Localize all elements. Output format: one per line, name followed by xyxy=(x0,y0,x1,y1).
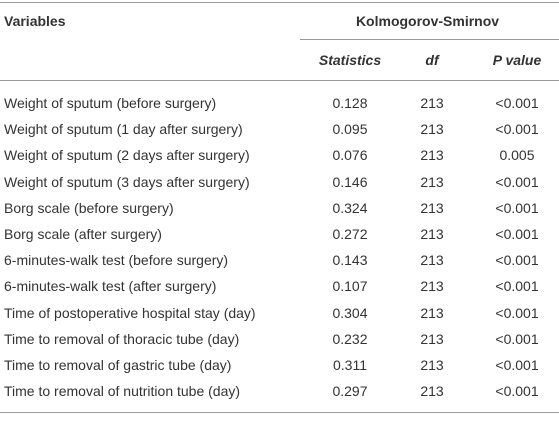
cell: 213 xyxy=(420,330,444,347)
row-label: Weight of sputum (3 days after surgery) xyxy=(4,173,250,190)
cell: 213 xyxy=(420,357,444,373)
cell: 0.107 xyxy=(332,278,368,295)
cell: <0.001 xyxy=(495,121,539,138)
cell: 213 xyxy=(420,252,444,269)
bottom-rule xyxy=(0,412,559,413)
cell: 0.297 xyxy=(332,383,368,400)
row-label: Weight of sputum (before surgery) xyxy=(4,95,217,111)
row-label: Borg scale (after surgery) xyxy=(4,226,162,242)
row-label: Borg scale (before surgery) xyxy=(4,199,174,216)
cell: 213 xyxy=(420,121,444,138)
cell: <0.001 xyxy=(495,278,539,295)
cell: <0.001 xyxy=(495,252,539,269)
column-header: Statistics xyxy=(318,52,382,68)
cell: 0.324 xyxy=(332,199,368,216)
cell: 213 xyxy=(420,95,444,111)
row-label: Time to removal of gastric tube (day) xyxy=(4,357,232,373)
cell: <0.001 xyxy=(495,383,539,400)
row-label: 6-minutes-walk test (before surgery) xyxy=(4,252,229,269)
row-label: Time to removal of nutrition tube (day) xyxy=(4,383,241,400)
variables-header: Variables xyxy=(4,13,66,29)
header-rule xyxy=(0,80,559,81)
cell: 0.146 xyxy=(332,173,368,190)
cell: <0.001 xyxy=(495,330,539,347)
cell: 0.128 xyxy=(332,95,368,111)
top-rule xyxy=(0,2,559,3)
cell: <0.001 xyxy=(495,173,539,190)
row-label: Time to removal of thoracic tube (day) xyxy=(4,330,240,347)
cell: 0.005 xyxy=(499,147,535,164)
group-header: Kolmogorov-Smirnov xyxy=(355,13,500,29)
cell: 213 xyxy=(420,147,444,164)
row-label: Weight of sputum (1 day after surgery) xyxy=(4,121,243,138)
cell: 213 xyxy=(420,383,444,400)
cell: 213 xyxy=(420,226,444,242)
cell: 0.143 xyxy=(332,252,368,269)
cell: 0.304 xyxy=(332,304,368,321)
cell: 213 xyxy=(420,173,444,190)
cell: 213 xyxy=(420,199,444,216)
row-label: Weight of sputum (2 days after surgery) xyxy=(4,147,250,164)
cell: <0.001 xyxy=(495,304,539,321)
cell: <0.001 xyxy=(495,95,539,111)
cell: 0.311 xyxy=(333,357,367,373)
column-header: df xyxy=(425,52,439,68)
cell: <0.001 xyxy=(495,199,539,216)
cell: 213 xyxy=(420,278,444,295)
group-rule xyxy=(300,39,559,40)
cell: 0.076 xyxy=(332,147,368,164)
cell: <0.001 xyxy=(495,226,539,242)
row-label: 6-minutes-walk test (after surgery) xyxy=(4,278,217,295)
cell: 0.232 xyxy=(332,330,368,347)
column-header: P value xyxy=(492,52,542,68)
cell: <0.001 xyxy=(495,357,539,373)
row-label: Time of postoperative hospital stay (day… xyxy=(4,304,256,321)
cell: 0.095 xyxy=(332,121,368,138)
cell: 213 xyxy=(420,304,444,321)
cell: 0.272 xyxy=(332,226,368,242)
